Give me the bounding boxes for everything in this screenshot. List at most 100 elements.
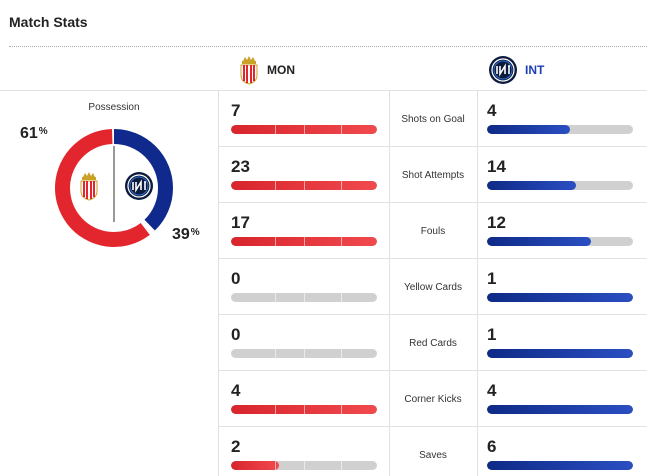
home-stat-value: 0 (231, 325, 241, 344)
away-stat-value: 14 (487, 157, 506, 176)
bar-tick (274, 293, 276, 302)
away-stat-bar-fill (487, 237, 591, 246)
away-stat-bar (487, 461, 633, 470)
stat-row: 0 Yellow Cards 1 (219, 258, 647, 314)
stat-label: Shots on Goal (401, 113, 465, 125)
page-title: Match Stats (9, 14, 88, 30)
monaco-crest-icon (80, 172, 98, 201)
away-stat-cell: 14 (487, 147, 633, 203)
away-stat-value: 6 (487, 437, 497, 456)
home-stat-bar (231, 181, 377, 190)
stat-label: Yellow Cards (404, 281, 462, 293)
home-stat-cell: 17 (231, 203, 377, 259)
bar-tick (304, 349, 305, 358)
bar-tick (274, 237, 276, 246)
home-stat-value: 17 (231, 213, 250, 232)
home-stat-cell: 23 (231, 147, 377, 203)
possession-donut-chart (54, 129, 173, 247)
away-stat-cell: 1 (487, 259, 633, 315)
away-team-abbr: INT (525, 63, 545, 77)
away-stat-bar (487, 181, 633, 190)
bar-tick (340, 349, 342, 358)
home-stat-cell: 0 (231, 259, 377, 315)
bar-tick (340, 461, 342, 470)
away-stat-bar (487, 405, 633, 414)
team-header-away: INT (488, 52, 544, 88)
away-stat-value: 4 (487, 381, 497, 400)
bar-tick (340, 125, 342, 134)
bar-tick (274, 349, 276, 358)
possession-arc-away (55, 129, 173, 247)
home-stat-bar (231, 405, 377, 414)
stat-label: Red Cards (409, 337, 457, 349)
bar-tick (304, 461, 305, 470)
title-divider (9, 46, 647, 47)
stat-label: Corner Kicks (404, 393, 462, 405)
stat-label: Shot Attempts (401, 169, 465, 181)
grid-divider (218, 90, 219, 476)
possession-panel (0, 90, 218, 476)
home-team-abbr: MON (267, 63, 295, 77)
stat-row: 2 Saves 6 (219, 426, 647, 476)
stat-row: 0 Red Cards 1 (219, 314, 647, 370)
bar-tick (304, 181, 305, 190)
bar-tick (304, 405, 305, 414)
bar-tick (274, 461, 276, 470)
away-stat-bar (487, 237, 633, 246)
home-stat-cell: 0 (231, 315, 377, 371)
away-stat-bar-fill (487, 181, 577, 190)
team-header-home: MON (238, 52, 295, 88)
home-stat-bar (231, 125, 377, 134)
home-stat-bar (231, 237, 377, 246)
home-possession-value: 61% (20, 125, 48, 142)
away-stat-bar-fill (487, 461, 633, 470)
stat-label: Fouls (420, 225, 446, 237)
away-stat-cell: 1 (487, 315, 633, 371)
home-stat-cell: 2 (231, 427, 377, 476)
away-stat-bar (487, 349, 633, 358)
grid-divider (389, 90, 390, 476)
away-stat-value: 4 (487, 101, 497, 120)
bar-tick (340, 237, 342, 246)
bar-tick (274, 181, 276, 190)
away-stat-bar-fill (487, 293, 633, 302)
away-possession-value: 39% (172, 226, 200, 243)
inter-crest-icon (125, 172, 153, 200)
home-stat-value: 23 (231, 157, 250, 176)
bar-tick (340, 405, 342, 414)
away-stat-cell: 6 (487, 427, 633, 476)
away-stat-value: 12 (487, 213, 506, 232)
home-stat-value: 4 (231, 381, 241, 400)
home-stat-value: 2 (231, 437, 241, 456)
away-stat-cell: 4 (487, 91, 633, 147)
stat-row: 17 Fouls 12 (219, 202, 647, 258)
possession-title: Possession (88, 102, 140, 113)
stat-row: 7 Shots on Goal 4 (219, 90, 647, 146)
bar-tick (340, 181, 342, 190)
home-stat-bar-fill (231, 461, 280, 470)
away-stat-bar-fill (487, 405, 633, 414)
home-stat-bar (231, 461, 377, 470)
bar-tick (340, 293, 342, 302)
away-stat-cell: 4 (487, 371, 633, 427)
bar-tick (274, 125, 276, 134)
bar-tick (304, 125, 305, 134)
home-stat-bar (231, 293, 377, 302)
home-stat-value: 0 (231, 269, 241, 288)
away-stat-bar (487, 293, 633, 302)
grid-divider (477, 90, 478, 476)
home-stat-cell: 4 (231, 371, 377, 427)
bar-tick (304, 237, 305, 246)
away-stat-bar-fill (487, 125, 571, 134)
away-stat-value: 1 (487, 269, 497, 288)
bar-tick (304, 293, 305, 302)
bar-tick (274, 405, 276, 414)
away-stat-value: 1 (487, 325, 497, 344)
stat-label: Saves (419, 449, 447, 461)
stat-row: 23 Shot Attempts 14 (219, 146, 647, 202)
away-stat-bar-fill (487, 349, 633, 358)
monaco-crest-icon (240, 56, 258, 85)
home-stat-bar (231, 349, 377, 358)
stat-row: 4 Corner Kicks 4 (219, 370, 647, 426)
home-stat-value: 7 (231, 101, 241, 120)
